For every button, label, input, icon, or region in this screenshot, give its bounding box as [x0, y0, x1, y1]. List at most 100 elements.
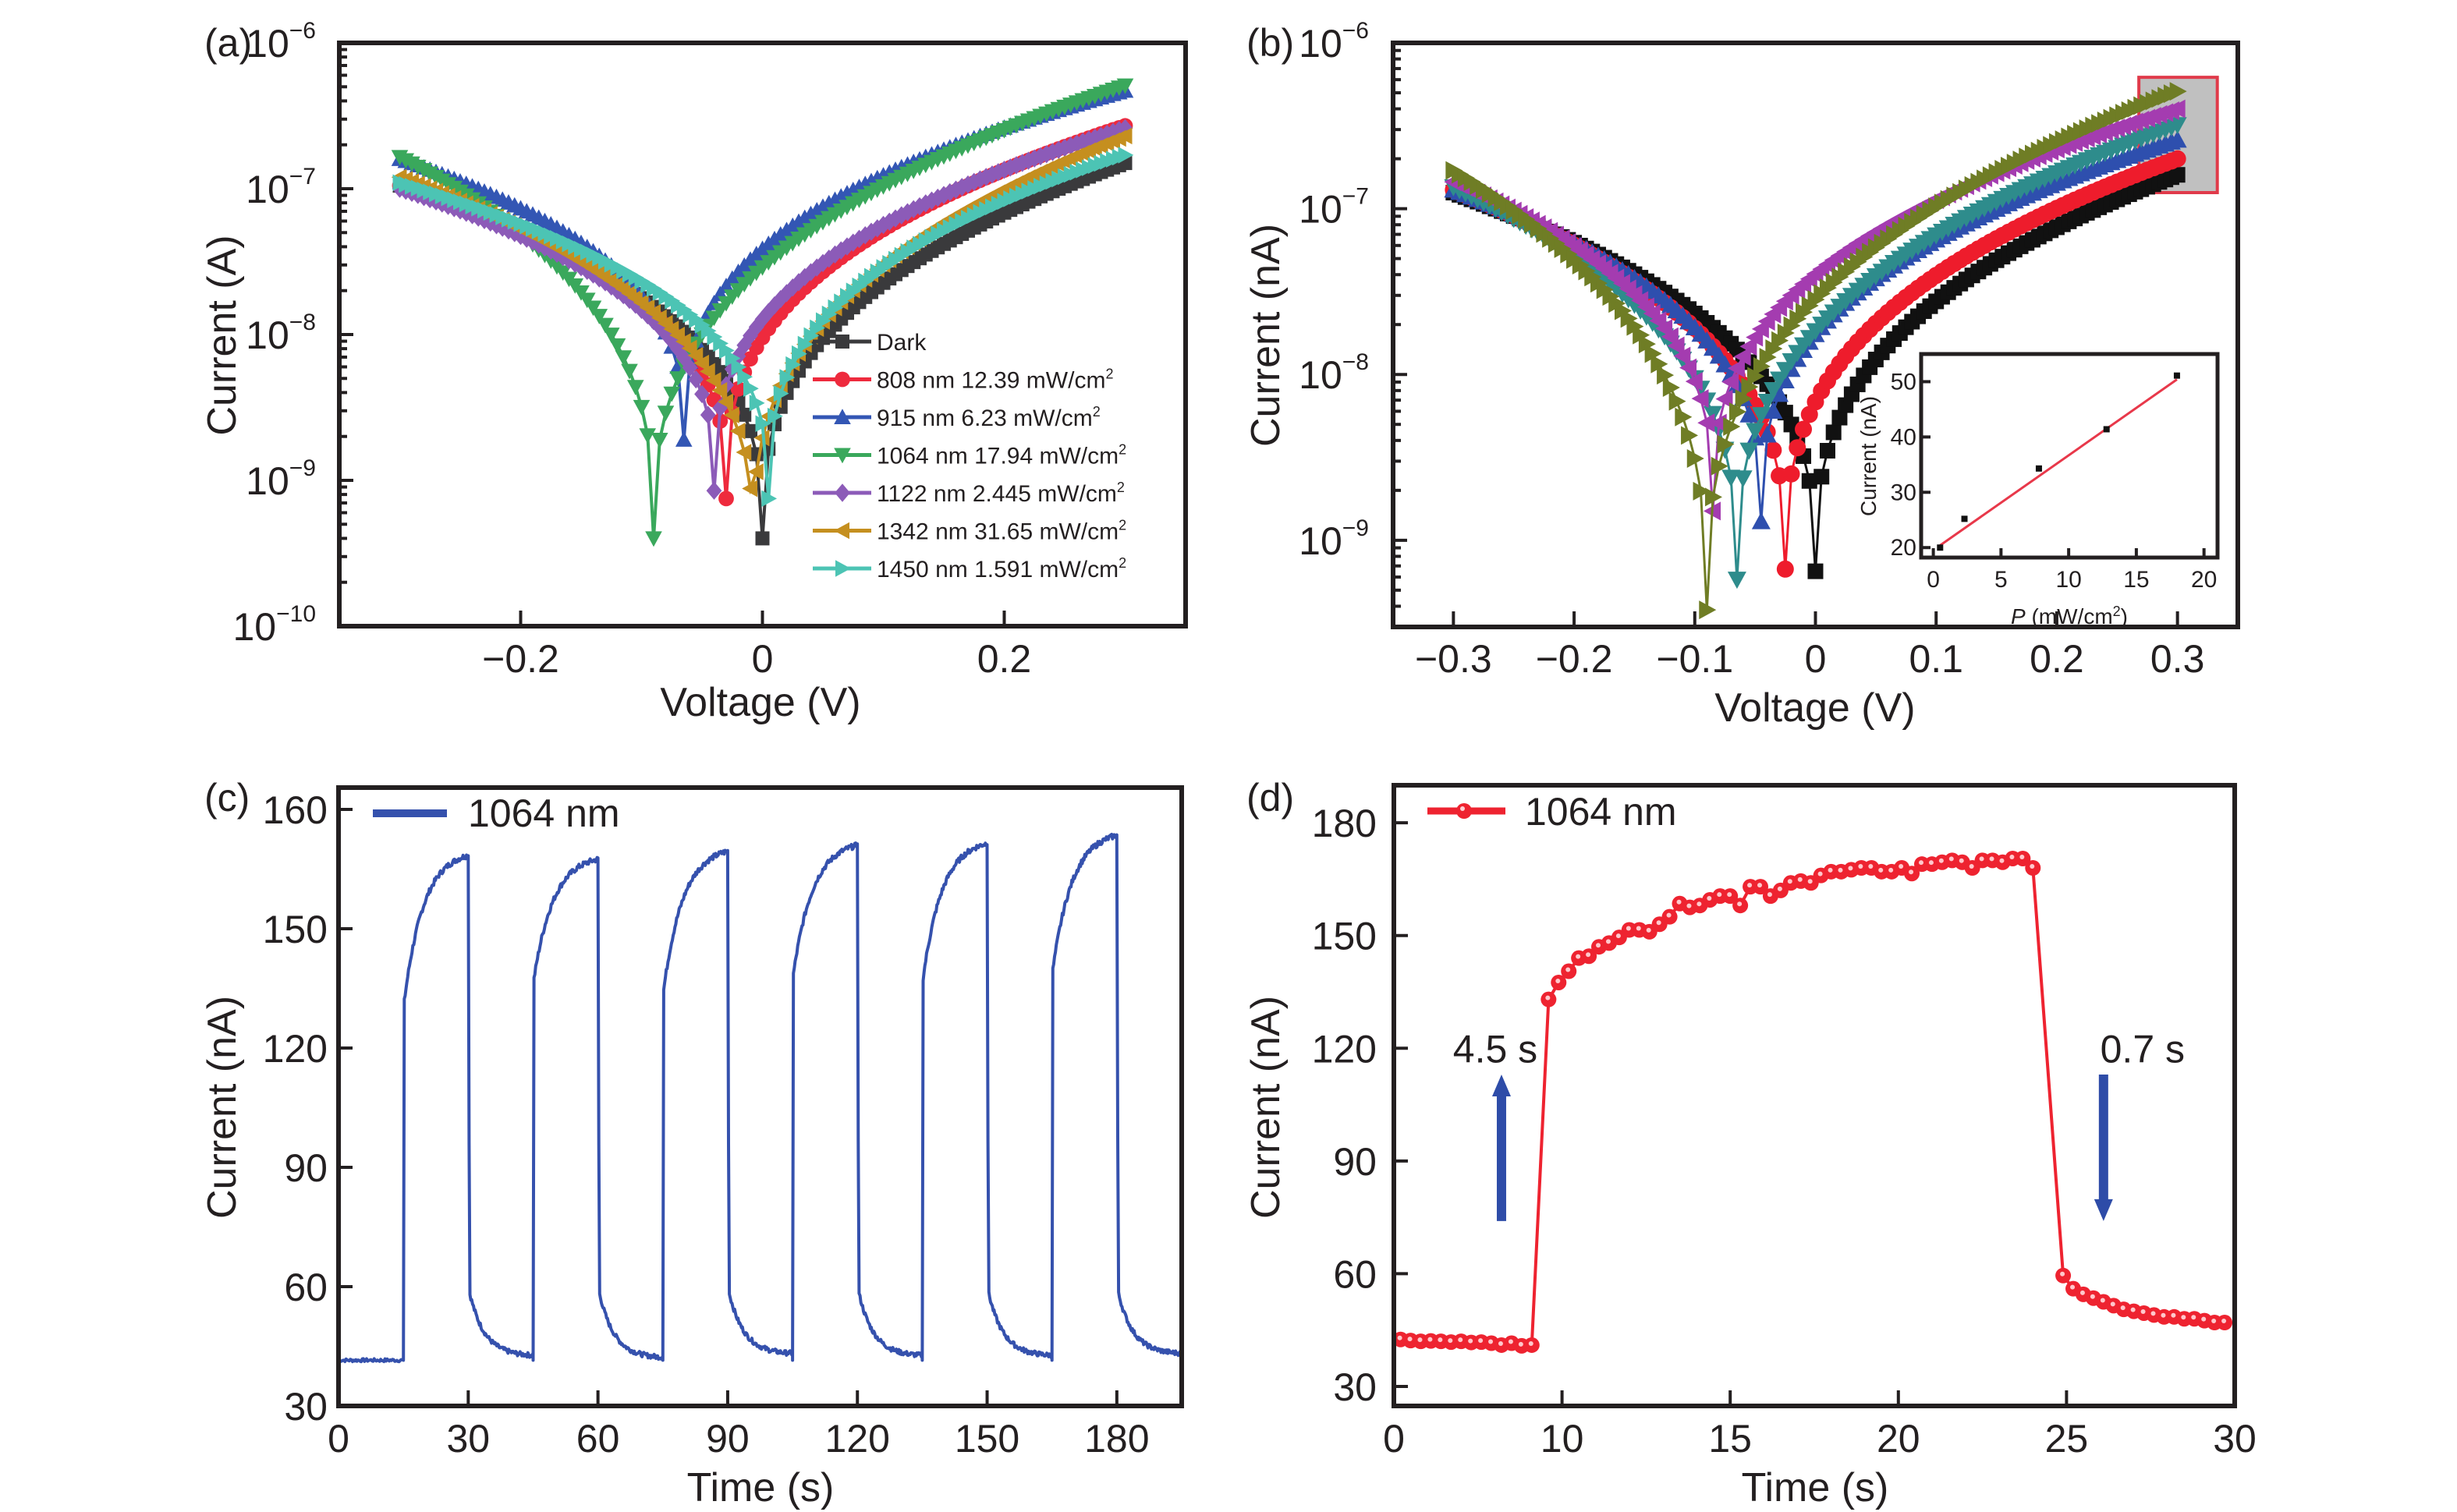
- data-point: [768, 407, 783, 425]
- data-point-highlight: [1696, 901, 1702, 907]
- data-point-highlight: [2181, 1315, 2186, 1320]
- legend-entry: 1122 nm 2.445 mW/cm2: [813, 480, 1125, 507]
- data-point-highlight: [1458, 1337, 1463, 1343]
- data-point: [1814, 469, 1830, 485]
- panel-d-axes: 30 60 90 120 150 180 0 10 15 20 25 30: [1312, 802, 2257, 1461]
- panel-a-label: (a): [204, 21, 252, 65]
- data-point: [657, 405, 675, 422]
- data-point-highlight: [1407, 1337, 1413, 1342]
- inset-x-tick-label: 5: [1994, 567, 2008, 593]
- data-point-highlight: [1868, 864, 1874, 869]
- y-tick-label-base: 10: [1299, 519, 1342, 563]
- data-point-highlight: [2110, 1301, 2115, 1307]
- data-point: [1727, 359, 1745, 378]
- legend-label-text: 1122 nm 2.445 mW/cm: [877, 481, 1117, 507]
- data-point: [711, 382, 728, 399]
- y-tick-label: 10−8: [246, 310, 316, 357]
- data-point: [755, 415, 771, 433]
- y-tick-label: 10−9: [1299, 515, 1369, 563]
- data-point: [1764, 401, 1783, 419]
- x-tick-label: −0.1: [1656, 637, 1733, 681]
- x-tick-label: 15: [1708, 1417, 1752, 1461]
- legend-label-text: 808 nm 12.39 mW/cm: [877, 368, 1105, 394]
- data-point: [1753, 356, 1771, 376]
- data-point-highlight: [1979, 856, 1984, 862]
- data-point: [590, 309, 608, 324]
- y-tick-label-exponent: −8: [289, 310, 316, 335]
- y-tick-label: 10−7: [246, 164, 316, 211]
- data-point-highlight: [1448, 1338, 1453, 1344]
- x-tick-label: 0.2: [2030, 637, 2084, 681]
- data-point: [1633, 325, 1650, 345]
- arrow-head: [1491, 1075, 1511, 1097]
- y-tick-label-base: 10: [246, 22, 289, 66]
- panel-b-inset: 0 5 10 15 20 20 30 40 50 Current (nA) P (mW/cm2): [1856, 352, 2220, 629]
- panel-d-label: (d): [1246, 776, 1294, 820]
- data-point-highlight: [1565, 967, 1571, 972]
- panel-c-legend-label: 1064 nm: [468, 791, 620, 835]
- data-point: [584, 300, 602, 317]
- data-point-highlight: [1605, 939, 1611, 944]
- data-point: [1727, 572, 1746, 590]
- data-point-highlight: [1528, 1340, 1533, 1346]
- legend-label-superscript: 2: [1119, 442, 1126, 458]
- data-point: [675, 431, 693, 447]
- series-olive: [1445, 82, 2187, 620]
- data-point-highlight: [2079, 1290, 2085, 1295]
- x-tick-label: −0.2: [1536, 637, 1613, 681]
- data-point-highlight: [1666, 912, 1672, 918]
- data-point: [1704, 487, 1722, 507]
- data-point: [1679, 358, 1697, 377]
- y-tick-label: 180: [1312, 802, 1377, 845]
- y-tick-label-exponent: −8: [1342, 349, 1369, 375]
- data-point: [719, 342, 735, 359]
- inset-ylabel: Current (nA): [1856, 396, 1881, 516]
- panel-b-axes: 10−610−710−810−9−0.3 −0.2 −0.1 0 0.1 0.2 0.3: [1299, 18, 2204, 681]
- data-point-highlight: [2009, 854, 2015, 859]
- y-tick-label: 120: [1312, 1027, 1377, 1071]
- data-point: [1819, 443, 1835, 459]
- data-point: [723, 406, 739, 424]
- data-point: [1686, 449, 1704, 469]
- data-point: [578, 292, 596, 309]
- data-point: [1667, 336, 1685, 356]
- data-point: [718, 393, 733, 411]
- legend-label-text: 1450 nm 1.591 mW/cm: [877, 557, 1119, 582]
- data-point-highlight: [1596, 943, 1601, 948]
- y-tick-label: 10−9: [246, 455, 316, 503]
- data-point: [1825, 424, 1842, 441]
- data-point: [1751, 407, 1771, 425]
- panel-d-legend: 1064 nm: [1427, 790, 1677, 834]
- x-tick-label: 120: [825, 1417, 890, 1461]
- data-point: [621, 363, 638, 380]
- data-point: [1662, 377, 1680, 397]
- data-point-highlight: [1488, 1339, 1494, 1344]
- panel-d-legend-marker: [1456, 803, 1472, 819]
- data-point: [1765, 339, 1783, 359]
- data-point-highlight: [1938, 858, 1944, 863]
- data-point: [1733, 347, 1751, 366]
- data-point-highlight: [2030, 864, 2035, 869]
- data-point: [1721, 372, 1739, 391]
- data-point-highlight: [2120, 1305, 2126, 1311]
- data-point-highlight: [1397, 1335, 1402, 1340]
- data-point-highlight: [1757, 883, 1763, 888]
- legend-label-superscript: 2: [1119, 518, 1126, 533]
- legend-label: 915 nm 6.23 mW/cm2: [877, 404, 1101, 431]
- data-point: [1777, 405, 1793, 421]
- data-point: [597, 317, 614, 334]
- data-point-highlight: [1999, 858, 2005, 863]
- data-point: [615, 350, 633, 366]
- data-point: [1739, 442, 1759, 460]
- data-point-highlight: [1717, 892, 1722, 898]
- data-point-highlight: [1427, 1337, 1433, 1342]
- data-point: [2168, 130, 2187, 148]
- inset-y-tick-label: 50: [1891, 369, 1916, 395]
- y-tick-label: 150: [1312, 915, 1377, 958]
- series-1450: [392, 147, 1134, 508]
- data-point-highlight: [1555, 978, 1561, 983]
- data-point-highlight: [1727, 892, 1732, 898]
- y-tick-label-exponent: −9: [289, 455, 316, 481]
- x-tick-label: 20: [1877, 1417, 1920, 1461]
